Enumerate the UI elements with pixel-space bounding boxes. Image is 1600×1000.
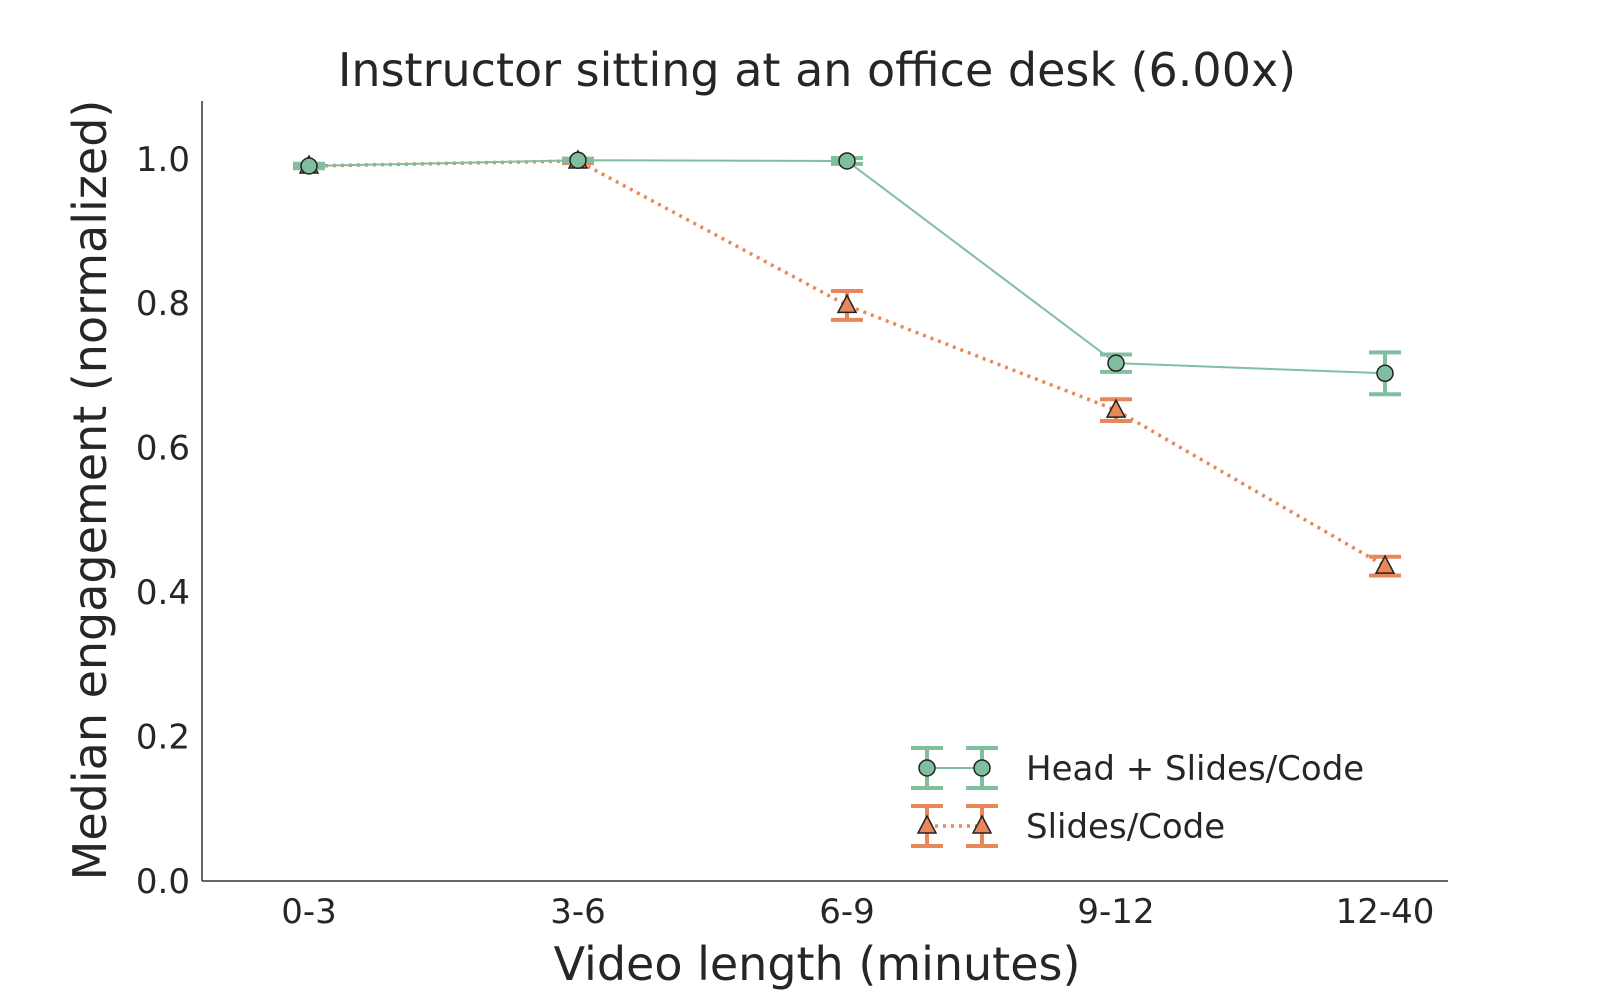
y-ticks: 0.0 0.2 0.4 0.6 0.8 1.0 — [136, 140, 190, 902]
series-line — [308, 159, 1386, 568]
data-point — [300, 157, 318, 175]
data-point — [1374, 554, 1396, 574]
data-point — [1107, 354, 1125, 372]
y-axis-label: Median engagement (normalized) — [63, 100, 117, 881]
x-tick-label: 9-12 — [1077, 892, 1154, 932]
y-tick-label: 0.8 — [136, 284, 190, 324]
legend-marker — [971, 814, 993, 834]
series-0 — [293, 151, 1401, 397]
x-ticks: 0-3 3-6 6-9 9-12 12-40 — [281, 892, 1434, 932]
legend-marker — [918, 759, 936, 777]
x-axis-label: Video length (minutes) — [554, 937, 1081, 991]
legend-entry: Slides/Code — [911, 804, 1225, 848]
axes — [201, 101, 1448, 882]
plot-series — [293, 149, 1401, 578]
x-tick-label: 6-9 — [819, 892, 875, 932]
legend-label: Head + Slides/Code — [1026, 749, 1364, 789]
data-point — [1376, 364, 1394, 383]
y-tick-label: 0.0 — [136, 862, 190, 902]
x-tick-label: 12-40 — [1336, 892, 1435, 932]
y-tick-label: 0.6 — [136, 429, 190, 469]
legend-entry: Head + Slides/Code — [911, 746, 1364, 790]
data-point — [569, 151, 587, 169]
data-point — [836, 293, 858, 314]
data-point — [838, 152, 856, 170]
legend-label: Slides/Code — [1026, 807, 1225, 847]
y-tick-label: 1.0 — [136, 140, 190, 180]
chart-title: Instructor sitting at an office desk (6.… — [338, 43, 1296, 97]
data-point — [1105, 398, 1127, 418]
legend-marker — [973, 759, 991, 777]
series-1 — [293, 149, 1401, 578]
x-tick-label: 3-6 — [550, 892, 606, 932]
legend: Head + Slides/Code Slides/Code — [911, 746, 1364, 848]
x-tick-label: 0-3 — [281, 892, 337, 932]
y-tick-label: 0.2 — [136, 718, 190, 758]
legend-marker — [916, 814, 938, 834]
y-tick-label: 0.4 — [136, 573, 190, 613]
series-line — [308, 159, 1386, 375]
